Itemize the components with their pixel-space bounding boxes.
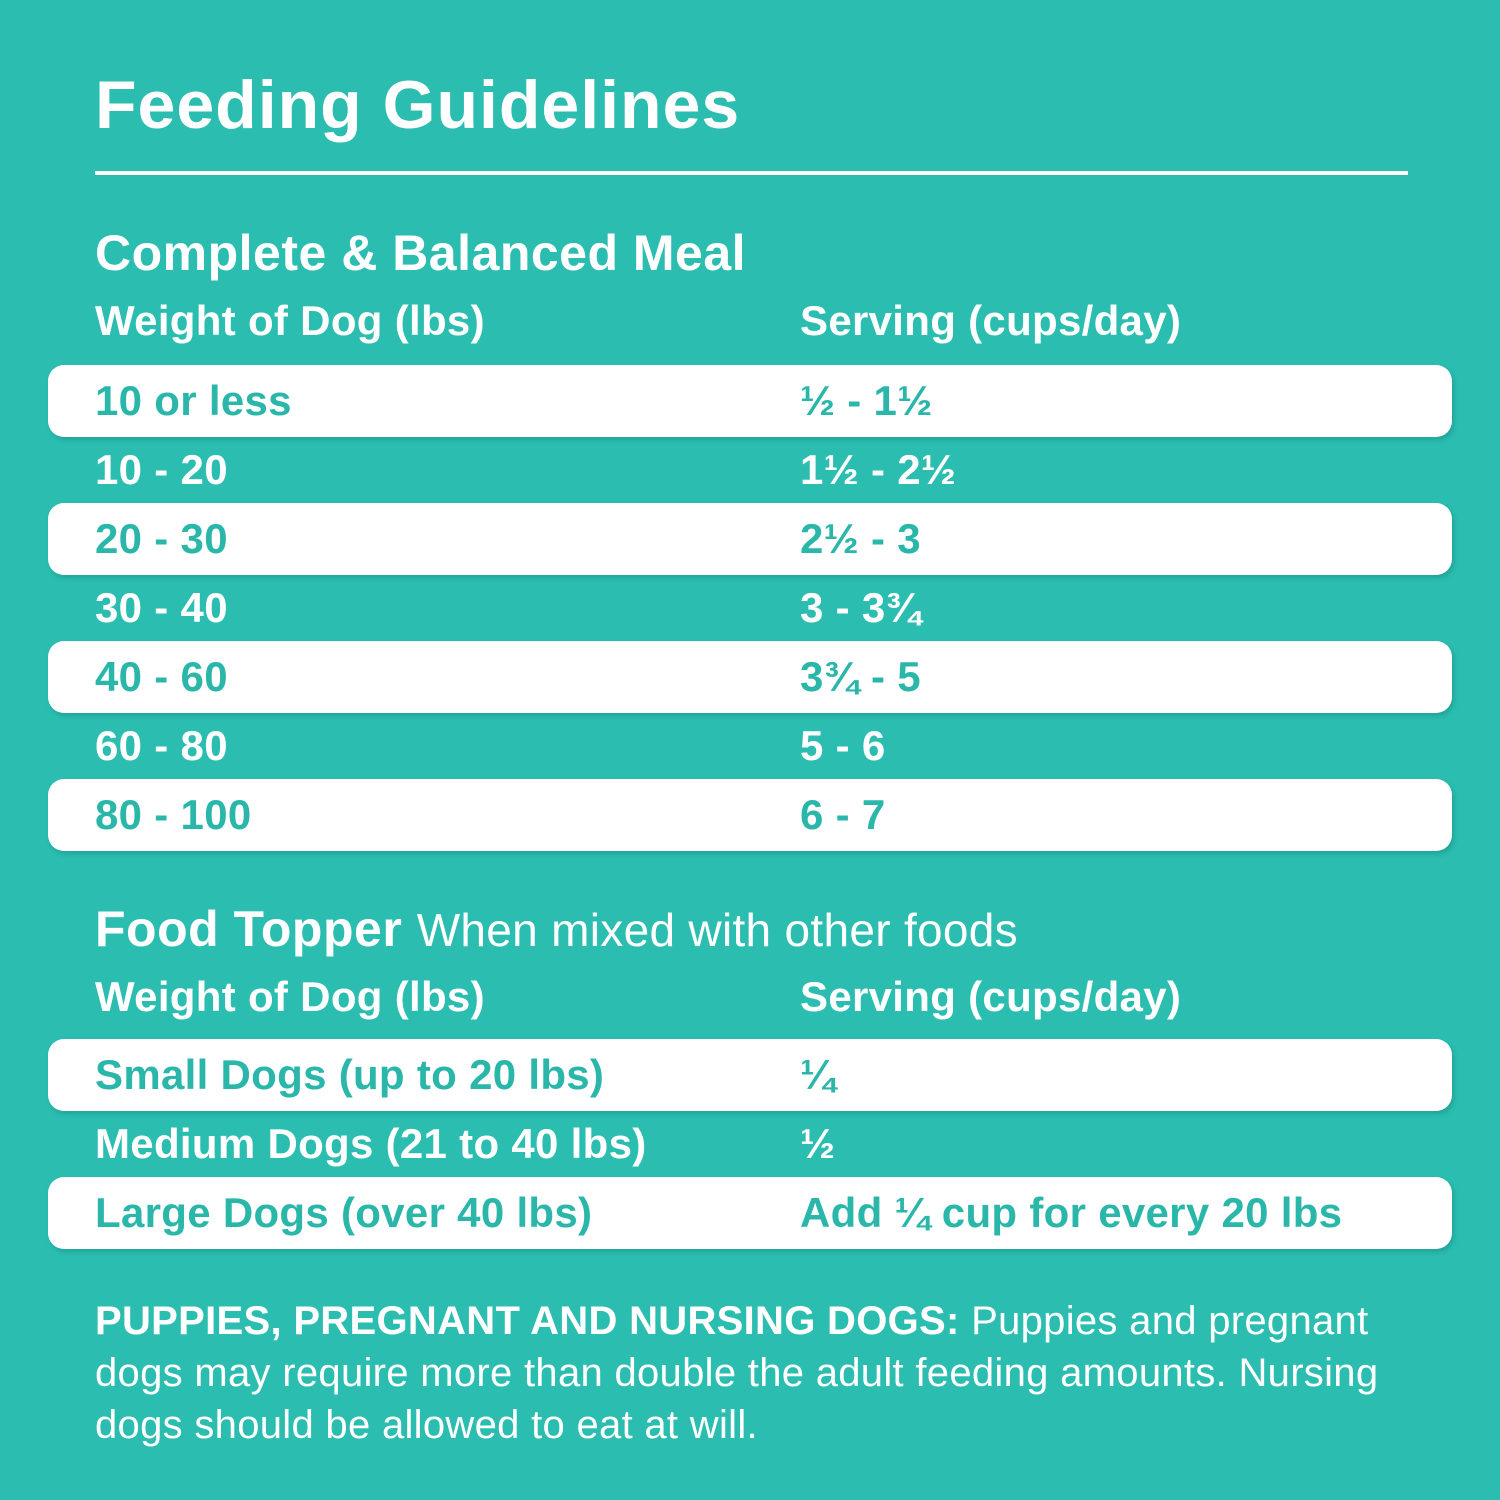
serving-cell: ½ - 1½ (800, 376, 933, 424)
serving-cell: 3¾ - 5 (800, 652, 921, 700)
topper-table: Small Dogs (up to 20 lbs) ¼ Medium Dogs … (48, 1038, 1452, 1249)
table-row: 20 - 30 2½ - 3 (48, 502, 1452, 575)
topper-section-heading: Food Topper When mixed with other foods (95, 901, 1452, 957)
topper-subtitle-text: When mixed with other foods (416, 903, 1018, 956)
table-row: 30 - 40 3 - 3¾ (48, 575, 1452, 641)
note-bold-intro: PUPPIES, PREGNANT AND NURSING DOGS: (95, 1298, 960, 1343)
topper-col-header-weight: Weight of Dog (lbs) (95, 972, 485, 1020)
serving-cell: 1½ - 2½ (800, 445, 957, 493)
table-row: Large Dogs (over 40 lbs) Add ¼ cup for e… (48, 1176, 1452, 1249)
weight-cell: 10 or less (95, 376, 292, 424)
serving-cell: ¼ (800, 1050, 836, 1098)
weight-cell: 20 - 30 (95, 514, 228, 562)
weight-cell: 30 - 40 (95, 583, 228, 631)
serving-cell: ½ (800, 1119, 836, 1167)
weight-cell: Small Dogs (up to 20 lbs) (95, 1050, 605, 1098)
table-row: Medium Dogs (21 to 40 lbs) ½ (48, 1111, 1452, 1177)
serving-cell: Add ¼ cup for every 20 lbs (800, 1188, 1343, 1236)
title-underline (95, 170, 1408, 175)
topper-col-header-serving: Serving (cups/day) (800, 972, 1182, 1020)
weight-cell: Large Dogs (over 40 lbs) (95, 1188, 593, 1236)
table-row: 10 - 20 1½ - 2½ (48, 437, 1452, 503)
meal-col-header-weight: Weight of Dog (lbs) (95, 296, 485, 344)
weight-cell: 60 - 80 (95, 721, 228, 769)
table-row: Small Dogs (up to 20 lbs) ¼ (48, 1038, 1452, 1111)
serving-cell: 5 - 6 (800, 721, 886, 769)
meal-columns-header: Weight of Dog (lbs) Serving (cups/day) (95, 297, 1405, 345)
meal-col-header-serving: Serving (cups/day) (800, 296, 1182, 344)
note-paragraph: PUPPIES, PREGNANT AND NURSING DOGS: Pupp… (95, 1295, 1415, 1451)
serving-cell: 6 - 7 (800, 790, 886, 838)
table-row: 60 - 80 5 - 6 (48, 713, 1452, 779)
table-row: 40 - 60 3¾ - 5 (48, 640, 1452, 713)
weight-cell: Medium Dogs (21 to 40 lbs) (95, 1119, 647, 1167)
table-row: 10 or less ½ - 1½ (48, 364, 1452, 437)
table-row: 80 - 100 6 - 7 (48, 778, 1452, 851)
meal-table: 10 or less ½ - 1½ 10 - 20 1½ - 2½ 20 - 3… (48, 364, 1452, 851)
topper-columns-header: Weight of Dog (lbs) Serving (cups/day) (95, 973, 1405, 1021)
weight-cell: 40 - 60 (95, 652, 228, 700)
meal-section-heading: Complete & Balanced Meal (95, 224, 747, 281)
weight-cell: 10 - 20 (95, 445, 228, 493)
serving-cell: 2½ - 3 (800, 514, 921, 562)
topper-heading-label: Food Topper (95, 900, 403, 957)
note-body-text: Puppies and pregnant dogs may require mo… (95, 1298, 1379, 1447)
serving-cell: 3 - 3¾ (800, 583, 921, 631)
weight-cell: 80 - 100 (95, 790, 252, 838)
page-title: Feeding Guidelines (95, 67, 741, 143)
content-area: Feeding Guidelines Complete & Balanced M… (48, 67, 1452, 1451)
topper-heading-subtitle: When mixed with other foods (417, 904, 1018, 956)
